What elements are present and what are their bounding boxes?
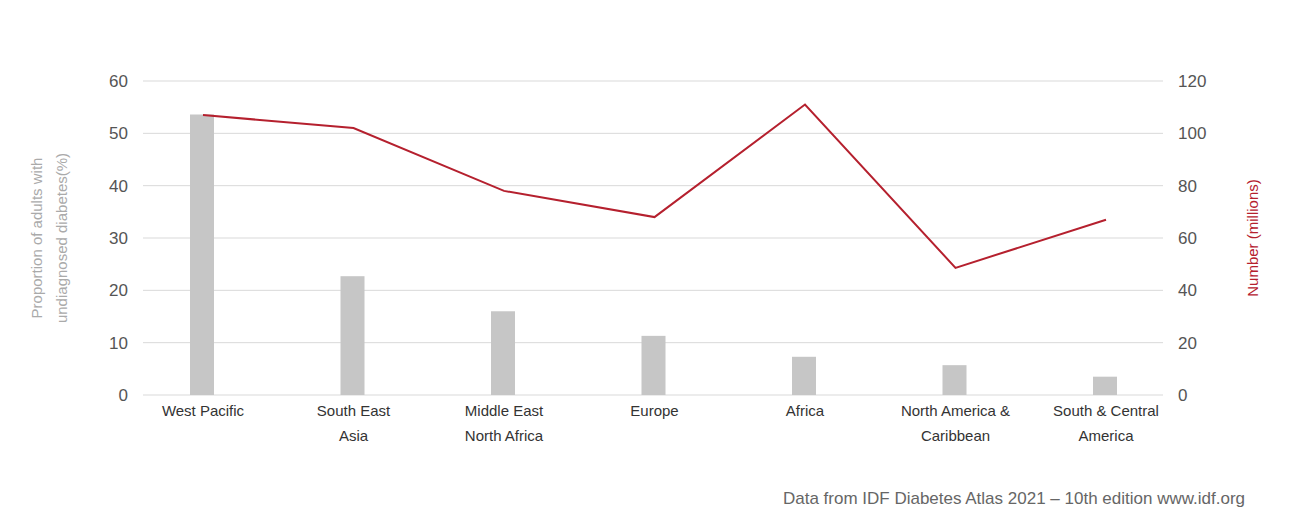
bar [190,114,214,395]
y2-tick-label: 60 [1178,229,1197,248]
x-tick-line: America [1078,427,1134,444]
y-tick-label: 40 [109,177,128,196]
y-tick-label: 30 [109,229,128,248]
y2-tick [1163,290,1167,291]
y-tick-label: 10 [109,334,128,353]
x-tick-label: Middle East North Africa [465,402,544,444]
y-axis-title: Proportion of adults with undiagnosed dia… [28,153,70,323]
x-tick-line: Europe [630,402,678,419]
y2-tick [1163,342,1167,343]
y2-tick-label: 120 [1178,72,1206,91]
x-tick-label: South & Central America [1053,402,1159,444]
x-tick-line: Asia [339,427,369,444]
x-tick-label: Europe [630,402,678,419]
y2-tick [1163,238,1167,239]
y2-tick-label: 80 [1178,177,1197,196]
y2-tick-label: 100 [1178,124,1206,143]
line [203,105,1106,268]
plot-area [190,105,1117,395]
grid-line [143,238,1163,239]
y2-tick-label: 20 [1178,334,1197,353]
x-tick-label: South East Asia [317,402,391,444]
bar [341,276,365,395]
x-tick-line: South & Central [1053,402,1159,419]
x-tick-line: Africa [786,402,825,419]
grid-line [143,290,1163,291]
bar [1093,377,1117,395]
y2-tick [1163,185,1167,186]
grid-line [143,185,1163,186]
y-tick-label: 50 [109,124,128,143]
source: Data from IDF Diabetes Atlas 2021 – 10th… [783,489,1245,508]
x-tick-line: Middle East [465,402,544,419]
x-tick-label: North America & Caribbean [901,402,1010,444]
y2-tick [1163,133,1167,134]
x-tick-line: Caribbean [921,427,990,444]
bar [642,336,666,395]
x-tick-line: North Africa [465,427,544,444]
x-tick-line: West Pacific [162,402,245,419]
grid-line [143,81,1163,82]
y2-tick-label: 0 [1178,386,1187,405]
bar [792,357,816,395]
y-axis-title-line: undiagnosed diabetes(%) [53,153,70,323]
y2-tick [1163,395,1167,396]
y-tick-label: 20 [109,281,128,300]
y-axis-title-line: Proportion of adults with [28,158,45,319]
grid-line [143,133,1163,134]
y2-axis-title: Number (millions) [1244,179,1261,297]
bar [943,365,967,395]
y2-tick-label: 40 [1178,281,1197,300]
y-tick-label: 60 [109,72,128,91]
x-tick-line: North America & [901,402,1010,419]
y-tick-label: 0 [119,386,128,405]
x-tick-label: Africa [786,402,825,419]
x-tick-line: South East [317,402,391,419]
x-tick-label: West Pacific [162,402,245,419]
y2-tick [1163,81,1167,82]
bar [491,311,515,395]
chart: 0 10 20 30 40 50 60 0 20 40 60 80 100 120 West Pacific… [0,0,1290,531]
